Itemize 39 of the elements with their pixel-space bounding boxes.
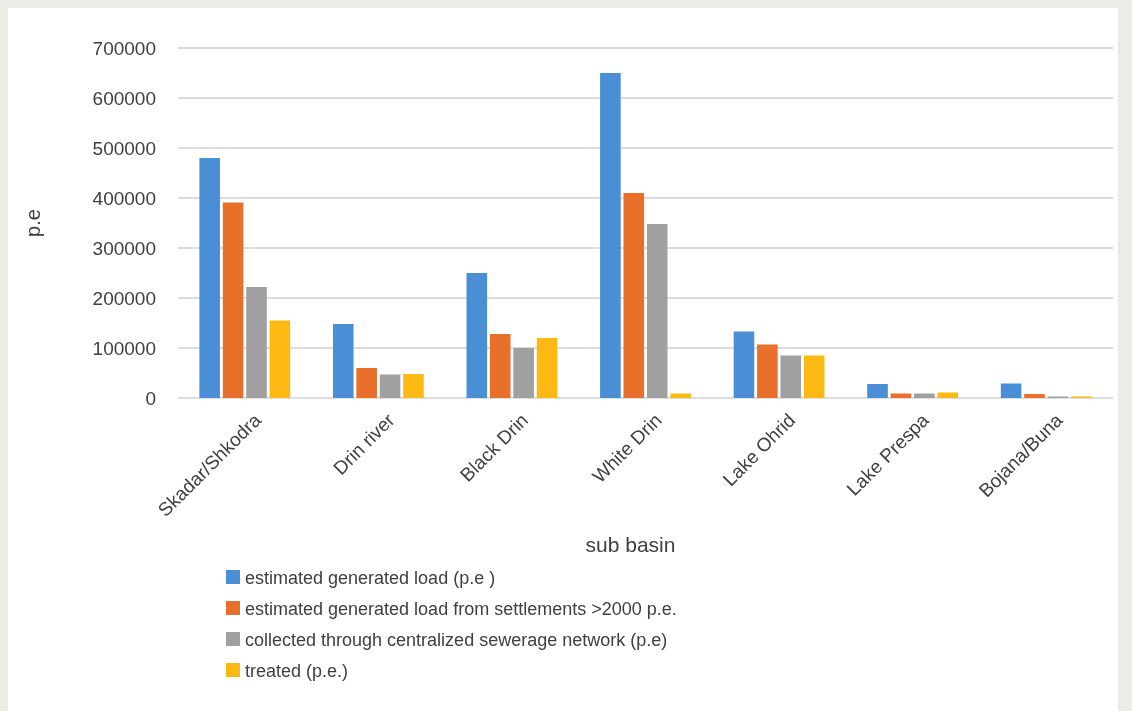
y-tick-label: 700000 (92, 37, 156, 59)
bar (937, 392, 959, 398)
bar (623, 193, 645, 398)
y-axis-title: p.e (22, 209, 44, 237)
y-tick-label: 100000 (92, 337, 156, 359)
bar (646, 224, 668, 398)
bar (914, 393, 935, 398)
bar (403, 374, 424, 398)
legend-label: estimated generated load (p.e ) (245, 568, 496, 589)
bar (1000, 383, 1022, 398)
y-tick-label: 500000 (92, 137, 156, 159)
bar (733, 331, 755, 398)
bar (670, 393, 691, 398)
bar (513, 348, 534, 398)
x-axis-title: sub basin (585, 533, 676, 556)
legend-label: treated (p.e.) (245, 661, 349, 682)
bar (757, 344, 778, 398)
bar (780, 355, 802, 398)
bar (466, 273, 488, 398)
bar (246, 287, 267, 398)
bar (222, 202, 244, 398)
y-tick-label: 600000 (92, 87, 156, 109)
bar (803, 355, 825, 398)
bar (269, 320, 291, 398)
bar (199, 158, 220, 398)
bar (867, 384, 888, 398)
bar (356, 368, 377, 398)
bar (1024, 394, 1045, 398)
legend-label: collected through centralized sewerage network (p.e) (245, 630, 668, 651)
y-tick-label: 300000 (92, 237, 156, 259)
legend-label: estimated generated load from settlements >2000 p.e. (245, 599, 677, 620)
bar (489, 334, 511, 398)
y-tick-label: 0 (145, 387, 156, 409)
bar (332, 324, 354, 398)
bar (379, 374, 401, 398)
y-tick-label: 200000 (92, 287, 156, 309)
bar (600, 73, 621, 398)
bar (536, 338, 558, 398)
y-tick-label: 400000 (92, 187, 156, 209)
